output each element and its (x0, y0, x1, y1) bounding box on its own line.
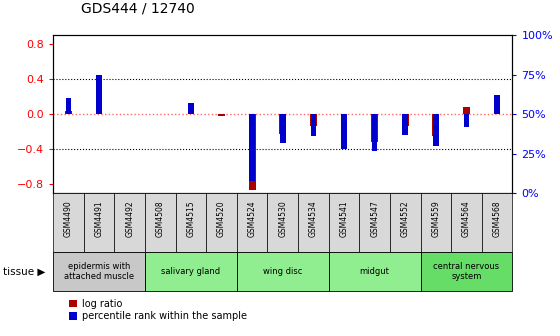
Bar (494, 95, 500, 114)
Bar (53, 252, 145, 291)
Text: midgut: midgut (360, 267, 390, 276)
Bar (249, 114, 255, 190)
Bar (341, 114, 347, 149)
Bar (96, 75, 102, 114)
Text: GSM4508: GSM4508 (156, 200, 165, 237)
Text: GDS444 / 12740: GDS444 / 12740 (81, 1, 195, 15)
Bar (421, 252, 512, 291)
Bar (280, 114, 286, 143)
Bar (84, 193, 114, 252)
Text: salivary gland: salivary gland (161, 267, 221, 276)
Bar (329, 193, 360, 252)
Text: GSM4564: GSM4564 (462, 200, 471, 237)
Bar (188, 103, 194, 114)
Bar (390, 193, 421, 252)
Text: GSM4520: GSM4520 (217, 200, 226, 237)
Bar (372, 114, 377, 151)
Bar (96, 76, 102, 114)
Bar (66, 98, 71, 114)
Bar (402, 114, 409, 126)
Bar (176, 193, 206, 252)
Bar (206, 193, 237, 252)
Bar (145, 193, 176, 252)
Text: GSM4490: GSM4490 (64, 200, 73, 237)
Bar (482, 193, 512, 252)
Bar (421, 193, 451, 252)
Text: GSM4530: GSM4530 (278, 200, 287, 237)
Bar (463, 107, 470, 114)
Legend: log ratio, percentile rank within the sample: log ratio, percentile rank within the sa… (69, 299, 247, 321)
Bar (329, 252, 421, 291)
Text: GSM4547: GSM4547 (370, 200, 379, 237)
Bar (298, 193, 329, 252)
Bar (114, 193, 145, 252)
Text: GSM4492: GSM4492 (125, 200, 134, 237)
Bar (279, 114, 286, 133)
Bar (340, 114, 347, 139)
Bar (237, 193, 268, 252)
Bar (249, 114, 255, 180)
Bar (53, 193, 84, 252)
Text: GSM4515: GSM4515 (186, 200, 195, 237)
Bar (464, 114, 469, 127)
Bar (65, 111, 72, 114)
Text: GSM4552: GSM4552 (401, 200, 410, 237)
Bar (268, 193, 298, 252)
Bar (310, 114, 317, 126)
Bar (311, 114, 316, 136)
Text: wing disc: wing disc (263, 267, 302, 276)
Bar (188, 111, 194, 114)
Bar (403, 114, 408, 135)
Bar (237, 252, 329, 291)
Text: GSM4491: GSM4491 (95, 200, 104, 237)
Bar (145, 252, 237, 291)
Bar (371, 114, 378, 142)
Text: tissue ▶: tissue ▶ (3, 266, 45, 276)
Text: GSM4541: GSM4541 (339, 200, 348, 237)
Text: central nervous
system: central nervous system (433, 262, 500, 281)
Bar (218, 114, 225, 116)
Bar (432, 114, 439, 136)
Text: GSM4568: GSM4568 (493, 200, 502, 237)
Bar (451, 193, 482, 252)
Text: GSM4559: GSM4559 (431, 200, 440, 237)
Text: epidermis with
attached muscle: epidermis with attached muscle (64, 262, 134, 281)
Bar (360, 193, 390, 252)
Text: GSM4524: GSM4524 (248, 200, 256, 237)
Bar (494, 111, 501, 114)
Bar (433, 114, 438, 146)
Text: GSM4534: GSM4534 (309, 200, 318, 237)
